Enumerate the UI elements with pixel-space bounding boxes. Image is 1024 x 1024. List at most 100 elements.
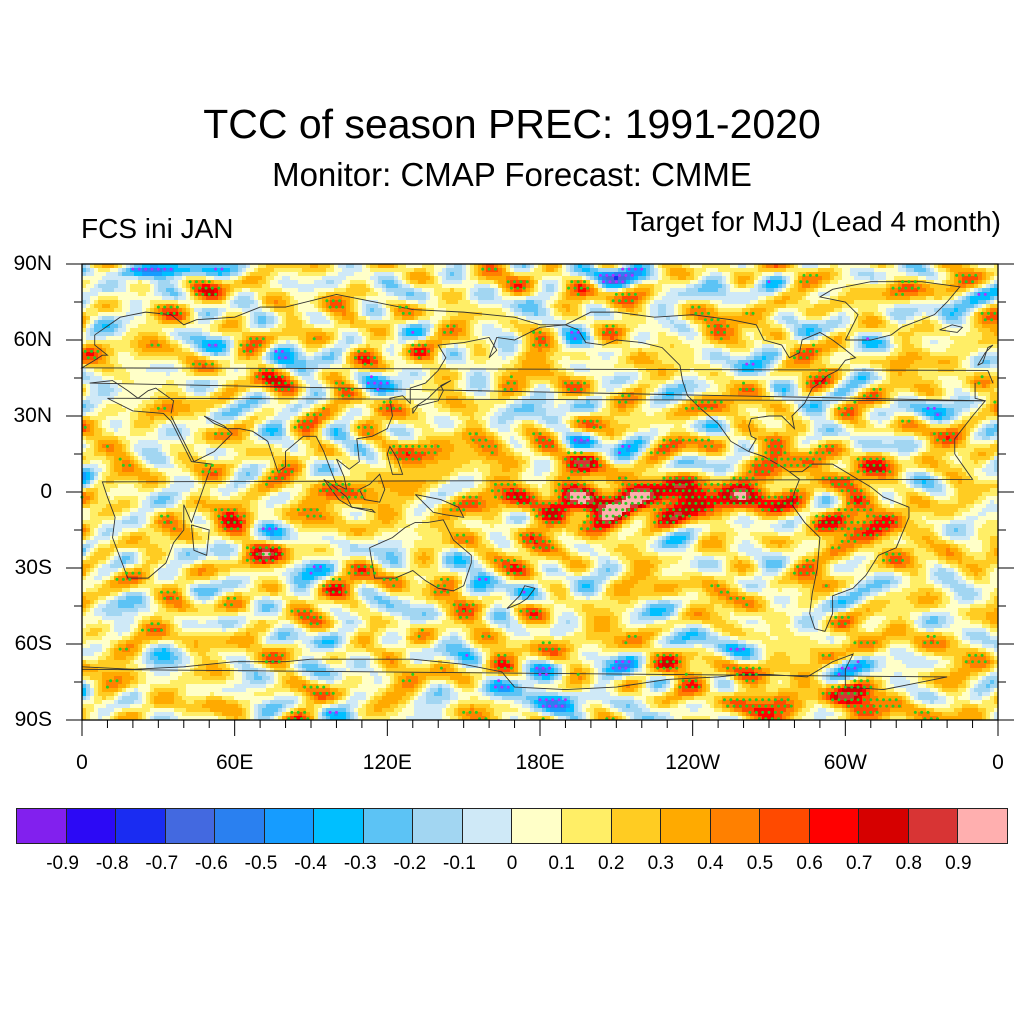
field-cell (730, 288, 735, 293)
field-cell (250, 332, 255, 337)
field-cell (710, 264, 715, 269)
field-cell (922, 272, 927, 277)
field-cell (82, 280, 87, 285)
field-cell (94, 308, 99, 313)
field-cell (246, 284, 251, 289)
field-cell (886, 292, 891, 297)
field-cell (722, 328, 727, 333)
field-cell (994, 276, 999, 281)
field-cell (290, 292, 295, 297)
field-cell (778, 272, 783, 277)
field-cell (910, 304, 915, 309)
field-cell (454, 348, 459, 353)
field-cell (626, 348, 631, 353)
field-cell (814, 296, 819, 301)
field-cell (222, 344, 227, 349)
field-cell (914, 340, 919, 345)
field-cell (990, 268, 995, 273)
field-cell (910, 316, 915, 321)
field-cell (702, 268, 707, 273)
field-cell (826, 340, 831, 345)
field-cell (330, 284, 335, 289)
field-cell (718, 268, 723, 273)
field-cell (382, 332, 387, 337)
field-cell (110, 284, 115, 289)
field-cell (270, 268, 275, 273)
field-cell (738, 284, 743, 289)
field-cell (186, 348, 191, 353)
field-cell (758, 272, 763, 277)
field-cell (518, 272, 523, 277)
field-cell (642, 340, 647, 345)
field-cell (678, 316, 683, 321)
field-cell (134, 344, 139, 349)
field-cell (734, 296, 739, 301)
field-cell (846, 300, 851, 305)
field-cell (774, 332, 779, 337)
field-cell (106, 288, 111, 293)
field-cell (322, 268, 327, 273)
field-cell (194, 264, 199, 269)
field-cell (766, 304, 771, 309)
field-cell (318, 340, 323, 345)
field-cell (858, 288, 863, 293)
field-cell (486, 332, 491, 337)
field-cell (462, 308, 467, 313)
field-cell (626, 324, 631, 329)
field-cell (242, 300, 247, 305)
field-cell (294, 276, 299, 281)
field-cell (958, 316, 963, 321)
field-cell (234, 292, 239, 297)
field-cell (438, 320, 443, 325)
field-cell (794, 324, 799, 329)
field-cell (154, 316, 159, 321)
field-cell (970, 344, 975, 349)
field-cell (198, 316, 203, 321)
field-cell (102, 344, 107, 349)
field-cell (238, 264, 243, 269)
field-cell (146, 284, 151, 289)
field-cell (734, 272, 739, 277)
field-cell (354, 324, 359, 329)
field-cell (134, 340, 139, 345)
field-cell (982, 316, 987, 321)
field-cell (834, 308, 839, 313)
field-cell (554, 304, 559, 309)
field-cell (234, 264, 239, 269)
field-cell (986, 268, 991, 273)
field-cell (898, 280, 903, 285)
field-cell (974, 304, 979, 309)
field-cell (346, 316, 351, 321)
field-cell (662, 336, 667, 341)
field-cell (126, 268, 131, 273)
field-cell (470, 316, 475, 321)
field-cell (778, 332, 783, 337)
field-cell (730, 296, 735, 301)
field-cell (118, 264, 123, 269)
field-cell (582, 264, 587, 269)
field-cell (782, 288, 787, 293)
field-cell (262, 264, 267, 269)
field-cell (978, 264, 983, 269)
field-cell (710, 276, 715, 281)
field-cell (150, 340, 155, 345)
field-cell (806, 264, 811, 269)
field-cell (818, 284, 823, 289)
field-cell (518, 288, 523, 293)
field-cell (454, 312, 459, 317)
field-cell (230, 320, 235, 325)
field-cell (786, 280, 791, 285)
field-cell (134, 284, 139, 289)
field-cell (830, 304, 835, 309)
field-cell (622, 312, 627, 317)
field-cell (822, 276, 827, 281)
field-cell (302, 320, 307, 325)
field-cell (274, 340, 279, 345)
field-cell (726, 312, 731, 317)
field-cell (330, 272, 335, 277)
field-cell (310, 264, 315, 269)
field-cell (438, 304, 443, 309)
field-cell (502, 324, 507, 329)
field-cell (282, 276, 287, 281)
field-cell (462, 336, 467, 341)
